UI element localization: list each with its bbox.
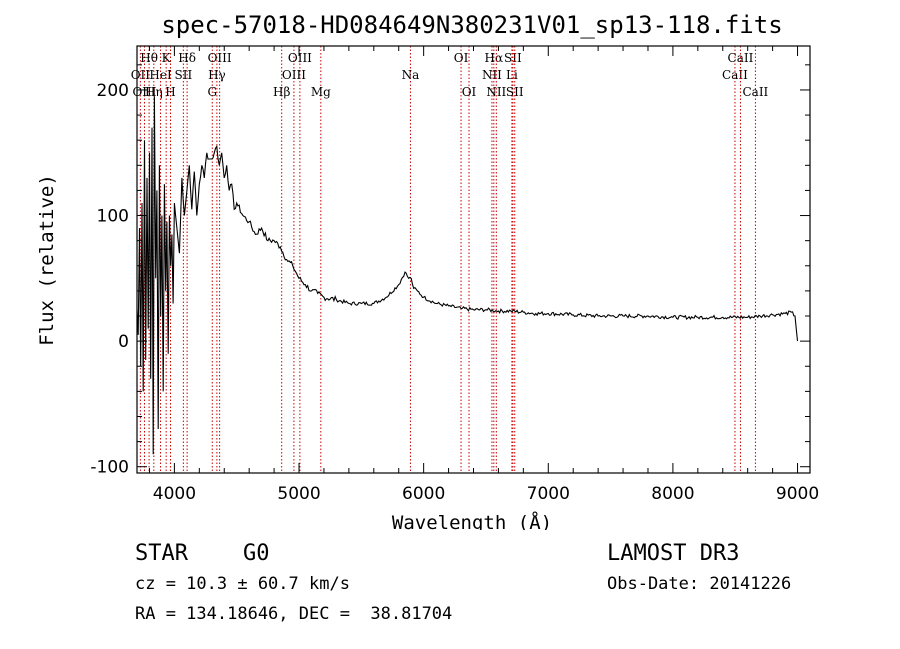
x-tick-label: 8000 (651, 484, 694, 504)
spectral-line-label: G (207, 85, 217, 99)
spectral-line-label: Hγ (208, 68, 226, 82)
spectral-line-label: OI (454, 51, 469, 65)
spectral-line-label: Hα (485, 51, 504, 65)
spectral-line-label: H (165, 85, 175, 99)
spectral-line-label: OII (131, 68, 151, 82)
spectral-line-label: OIII (288, 51, 312, 65)
y-axis-label: Flux (relative) (36, 174, 58, 346)
survey-name: LAMOST DR3 (607, 541, 740, 566)
spectral-line-label: K (162, 51, 172, 65)
object-subclass: G0 (243, 541, 270, 566)
axis-ticks: 4000 5000 6000 7000 8000 9000 -100 0 100 200 (90, 46, 819, 504)
spectral-line-label: HeI (149, 68, 172, 82)
x-tick-label: 6000 (402, 484, 445, 504)
spectral-line-label: Hη (145, 85, 163, 99)
x-tick-label: 5000 (277, 484, 320, 504)
sky-coordinates: RA = 134.18646, DEC = 38.81704 (135, 604, 453, 624)
y-tick-label: -100 (90, 458, 129, 478)
spectral-line-label: Li (506, 68, 518, 82)
spectral-line-label: CaII (728, 51, 754, 65)
observation-date: Obs-Date: 20141226 (607, 574, 792, 594)
spectral-line-label: Mg (311, 85, 331, 99)
redshift-velocity: cz = 10.3 ± 60.7 km/s (135, 574, 350, 594)
spectral-line-label: Na (402, 68, 420, 82)
spectral-line-label: CaII (722, 68, 748, 82)
chart-title: spec-57018-HD084649N380231V01_sp13-118.f… (161, 11, 782, 39)
spectral-line-label: SII (504, 51, 522, 65)
x-axis-label: Wavelength (Å) (392, 511, 552, 530)
plot-frame (136, 45, 811, 474)
x-tick-label: 4000 (153, 484, 196, 504)
y-tick-label: 100 (97, 207, 129, 227)
spectral-line-label: OI (462, 85, 477, 99)
spectral-line-label: OIII (132, 85, 156, 99)
spectral-line-markers: OIIOIIIHθHηHeIKHSIIHδGHγOIIIHβOIIIOIIIMg… (131, 46, 769, 473)
spectral-line-label: SII (175, 68, 193, 82)
spectral-line-label: OIII (208, 51, 232, 65)
spectral-line-label: CaII (742, 85, 768, 99)
x-tick-label: 7000 (527, 484, 570, 504)
object-class: STAR (135, 541, 188, 566)
spectral-line-label: NII (486, 85, 506, 99)
spectral-line-label: OIII (282, 68, 306, 82)
spectral-line-label: Hδ (178, 51, 196, 65)
spectrum-chart: spec-57018-HD084649N380231V01_sp13-118.f… (36, 11, 819, 530)
y-tick-label: 0 (118, 332, 129, 352)
spectral-line-label: Hβ (273, 85, 290, 99)
x-tick-label: 9000 (776, 484, 819, 504)
y-tick-label: 200 (97, 81, 129, 101)
spectral-line-label: Hθ (140, 51, 158, 65)
spectrum-line (136, 96, 799, 455)
spectral-line-label: NII (482, 68, 502, 82)
spectral-line-label: SII (506, 85, 524, 99)
